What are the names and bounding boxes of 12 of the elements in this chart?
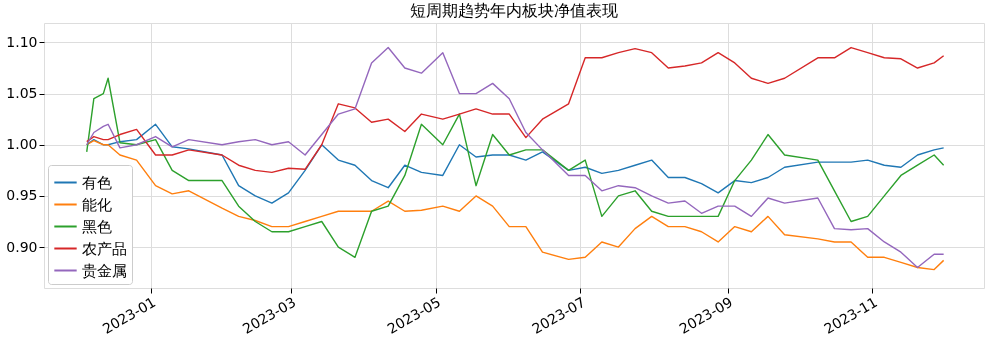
y-tick-label: 1.10 xyxy=(6,33,38,50)
legend-label: 能化 xyxy=(82,195,112,214)
line-series xyxy=(86,46,945,174)
legend-label: 有色 xyxy=(82,173,112,192)
legend-label: 农产品 xyxy=(82,239,127,258)
legend-label: 黑色 xyxy=(82,217,112,236)
y-tick-label: 0.95 xyxy=(6,187,38,204)
legend-label: 贵金属 xyxy=(82,261,127,280)
y-tick-label: 0.90 xyxy=(6,238,38,255)
chart-title: 短周期趋势年内板块净值表现 xyxy=(410,1,618,20)
y-tick-label: 1.05 xyxy=(6,85,38,102)
y-tick-label: 1.00 xyxy=(6,136,38,153)
